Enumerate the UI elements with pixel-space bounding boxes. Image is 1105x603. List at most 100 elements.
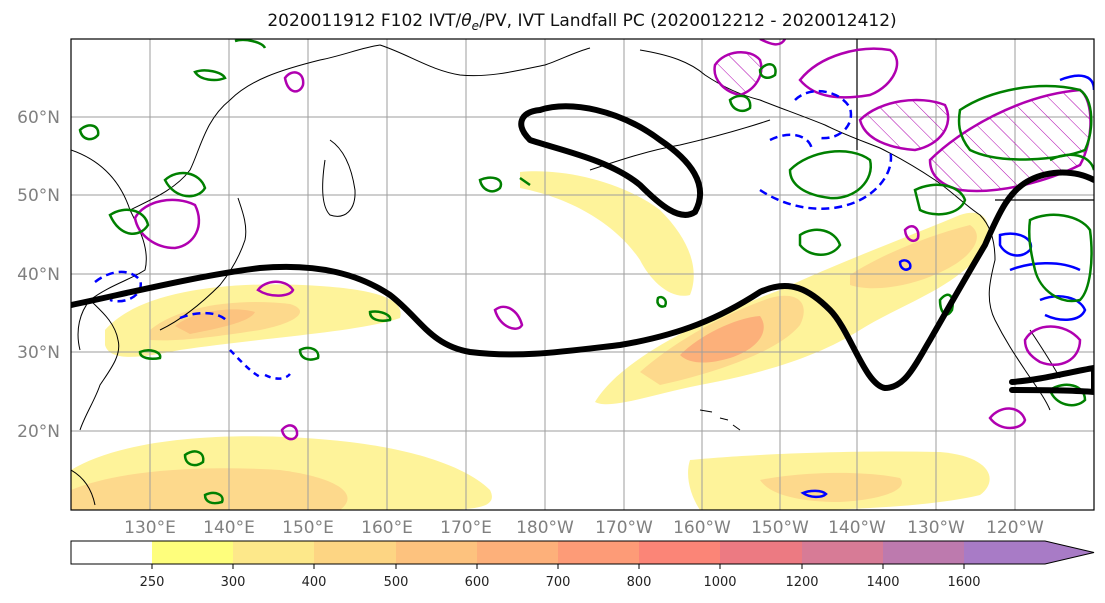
ivt-region-coast-core (850, 225, 977, 289)
pv-green-kamchatka (163, 171, 207, 198)
theta-e-dashed-west (94, 270, 142, 303)
theta-e-dashed-south (229, 349, 291, 380)
pv-green-midpac (478, 176, 531, 193)
coastline-kamchatka (322, 139, 356, 217)
lon-label-160e: 160°E (361, 518, 413, 538)
pv-top (759, 39, 787, 46)
theta-e-dashed-japan (179, 311, 229, 323)
lon-label-160w: 160°W (673, 518, 731, 538)
colorbar-label-1600: 1600 (947, 575, 980, 590)
coastline-hawaii (699, 409, 741, 431)
theta-e-dashed-gulf (759, 89, 893, 210)
coastline-canada-west (934, 179, 1026, 371)
colorbar-seg-1 (152, 541, 233, 564)
colorbar-seg-11 (964, 541, 1045, 564)
pv-baja (1023, 325, 1082, 366)
map-content (71, 39, 1094, 510)
colorbar-seg-6 (558, 541, 639, 564)
coastline-asia (71, 44, 381, 351)
pv-hatched-regions (133, 39, 1092, 441)
lat-label-20n: 20°N (17, 422, 60, 442)
theta-e-dashed-alaska (769, 133, 814, 151)
lat-label-50n: 50°N (17, 186, 60, 206)
lon-label-140w: 140°W (828, 518, 886, 538)
pv-green-california (938, 293, 1087, 407)
colorbar-label-400: 400 (302, 575, 327, 590)
map-frame (70, 38, 1095, 511)
pv-green-tropic (183, 450, 224, 505)
theta-e-solid-offshore (898, 259, 912, 271)
ivt-band-northern (520, 171, 694, 296)
title-theta: θ (461, 11, 472, 31)
coastline-korea-china (79, 299, 120, 431)
colorbar-seg-0 (71, 541, 152, 564)
colorbar-label-700: 700 (546, 575, 571, 590)
coastline-chukotka (379, 44, 591, 77)
pv-hatch-alaska (713, 51, 763, 97)
coastlines (71, 39, 1094, 506)
pv-green-coast (798, 183, 967, 256)
ivt-region-central-max (680, 316, 764, 363)
colorbar-seg-8 (720, 541, 802, 564)
pv-green-northwest (1049, 153, 1094, 171)
pv-coast (903, 225, 920, 242)
colorbar-label-600: 600 (465, 575, 490, 590)
lat-label-40n: 40°N (17, 265, 60, 285)
title-prefix: 2020011912 F102 IVT/ (267, 11, 461, 31)
map-title: 2020011912 F102 IVT/θe/PV, IVT Landfall … (267, 11, 896, 33)
landfall-pc-contours (71, 103, 1094, 395)
pv-east-subtropics (988, 407, 1027, 430)
title-subscript: e (472, 19, 479, 33)
pv-japan-north (256, 280, 295, 297)
pv-green-central (656, 295, 667, 308)
colorbar: 250 300 400 500 600 700 800 1000 1200 14… (70, 540, 1095, 590)
colorbar-label-250: 250 (140, 575, 165, 590)
colorbar-outline (70, 540, 1095, 565)
lon-label-140e: 140°E (203, 518, 255, 538)
lon-label-120w: 120°W (986, 518, 1044, 538)
pv-subtropics (280, 424, 299, 441)
colorbar-label-500: 500 (384, 575, 409, 590)
pv-green-us (1027, 213, 1093, 303)
lon-label-170w: 170°W (595, 518, 653, 538)
pv-hatch-gulf-alaska (858, 98, 950, 152)
coastline-japan (159, 197, 247, 331)
colorbar-seg-2 (233, 541, 314, 564)
colorbar-seg-3 (314, 541, 396, 564)
ivt-region-tropical-east-core (760, 472, 902, 502)
colorbar-seg-7 (639, 541, 720, 564)
colorbar-seg-10 (883, 541, 964, 564)
longitude-labels: 130°E 140°E 150°E 160°E 170°E 180°W 170°… (124, 518, 1044, 538)
pv-green-japan (298, 310, 392, 361)
coastline-philippines (71, 469, 96, 506)
colorbar-label-1400: 1400 (866, 575, 899, 590)
colorbar-seg-5 (477, 541, 558, 564)
title-suffix: /PV, IVT Landfall PC (2020012212 - 20200… (479, 11, 897, 31)
colorbar-ticks (151, 564, 965, 569)
theta-e-contours (94, 74, 1094, 499)
pv-okhotsk (283, 71, 305, 93)
pv-green-gulf (788, 150, 873, 200)
lon-label-170e: 170°E (440, 518, 492, 538)
pc-contour-main (71, 169, 1094, 391)
coastline-alaska (639, 49, 936, 181)
pv-green-bc (957, 84, 1093, 161)
pv-green-korea (138, 349, 162, 360)
pv-contours (78, 39, 1094, 505)
ivt-region-west-pacific-max (175, 309, 255, 334)
theta-e-solid-tropic (800, 489, 828, 499)
lat-label-60n: 60°N (17, 108, 60, 128)
coastline-aleutians (589, 119, 771, 171)
lon-label-150e: 150°E (282, 518, 334, 538)
pv-hatch-alaska-north (798, 47, 899, 99)
colorbar-label-800: 800 (627, 575, 652, 590)
pv-green-arctic (193, 39, 267, 82)
lon-label-130e: 130°E (124, 518, 176, 538)
ivt-region-tropical-west-core (71, 468, 348, 510)
lat-label-30n: 30°N (17, 343, 60, 363)
pv-midpacific (493, 305, 524, 330)
colorbar-seg-9 (802, 541, 883, 564)
lon-label-130w: 130°W (907, 518, 965, 538)
pv-green-okhotsk (108, 208, 150, 235)
